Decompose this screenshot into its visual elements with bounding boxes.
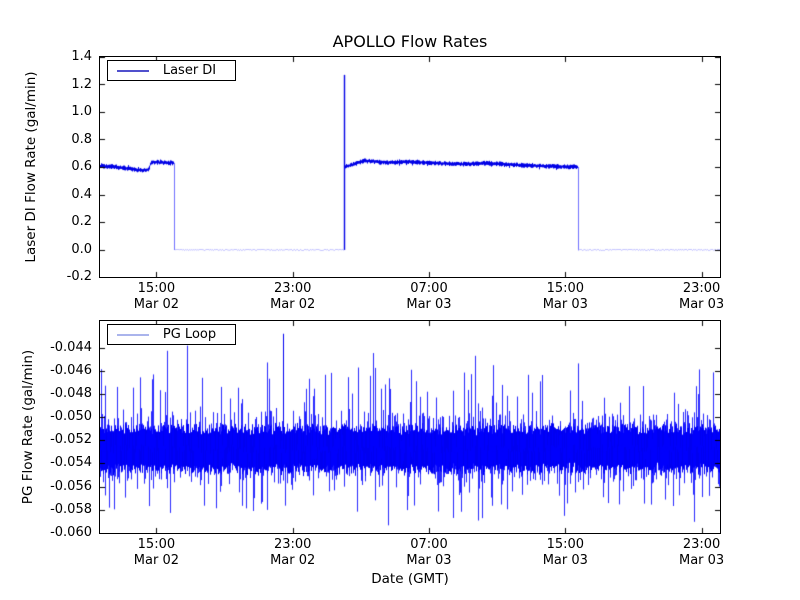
x-axis-label: Date (GMT) xyxy=(371,571,449,587)
laser-di-plot-area xyxy=(99,56,721,278)
legend-label-pg: PG Loop xyxy=(162,327,217,342)
y-tick-label-laser: 0.6 xyxy=(71,159,92,174)
x-tick-label-pg: 23:00 Mar 03 xyxy=(678,537,725,568)
pg-loop-plot-area xyxy=(99,320,721,534)
x-tick-label-pg: 23:00 Mar 02 xyxy=(270,537,316,568)
x-tick-label-laser: 15:00 Mar 02 xyxy=(133,281,179,312)
x-tick-label-laser: 23:00 Mar 03 xyxy=(678,281,725,312)
y-tick-label-laser: 0.4 xyxy=(71,186,92,202)
y-tick-label-laser: 1.0 xyxy=(71,104,92,119)
laser-di-plot-canvas xyxy=(100,57,720,277)
y-tick-label-laser: 1.4 xyxy=(71,49,92,64)
y-tick-label-laser: -0.2 xyxy=(66,269,92,284)
y-tick-label-pg: -0.048 xyxy=(50,385,92,401)
y-tick-label-pg: -0.058 xyxy=(50,501,92,517)
y-tick-label-laser: 1.2 xyxy=(71,76,92,92)
y-tick-label-pg: -0.044 xyxy=(50,339,92,355)
x-tick-label-laser: 23:00 Mar 02 xyxy=(270,281,316,312)
y-tick-label-laser: 0.2 xyxy=(71,214,92,229)
x-tick-label-pg: 07:00 Mar 03 xyxy=(406,537,452,568)
x-tick-label-laser: 07:00 Mar 03 xyxy=(406,281,452,312)
y-tick-label-pg: -0.050 xyxy=(50,409,92,425)
y-tick-label-laser: 0.0 xyxy=(71,241,92,257)
legend-laser-di: Laser DI xyxy=(107,60,236,81)
pg-loop-plot-canvas xyxy=(100,321,720,533)
x-tick-label-pg: 15:00 Mar 02 xyxy=(133,537,179,568)
legend-label-laser: Laser DI xyxy=(162,63,217,78)
chart-title: APOLLO Flow Rates xyxy=(332,32,488,51)
legend-pg-loop: PG Loop xyxy=(107,324,236,345)
y-tick-label-laser: 0.8 xyxy=(71,131,92,147)
y-tick-label-pg: -0.060 xyxy=(50,525,92,540)
y-tick-label-pg: -0.056 xyxy=(50,478,92,494)
legend-line-sample-pg xyxy=(117,333,149,336)
legend-line-sample-laser xyxy=(117,69,149,72)
x-tick-label-pg: 15:00 Mar 03 xyxy=(542,537,588,568)
x-tick-label-laser: 15:00 Mar 03 xyxy=(542,281,588,312)
y-tick-label-pg: -0.054 xyxy=(50,455,92,471)
y-tick-label-pg: -0.052 xyxy=(50,432,92,448)
y-tick-label-pg: -0.046 xyxy=(50,362,92,378)
